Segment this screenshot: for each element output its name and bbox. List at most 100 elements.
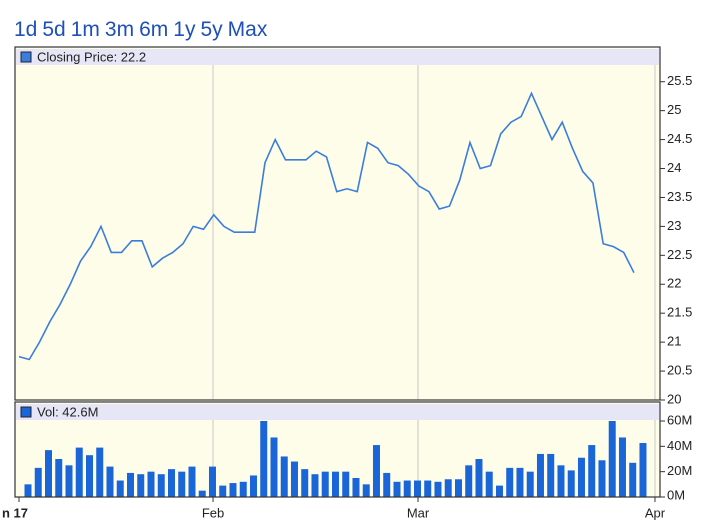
x-tick-label: Feb: [202, 505, 224, 520]
volume-bar: [270, 437, 278, 497]
volume-bar: [321, 471, 329, 497]
y-tick-label: 24: [667, 160, 681, 175]
y-tick-label: 21: [667, 334, 681, 349]
y-tick-label: 24.5: [667, 131, 692, 146]
volume-bar: [24, 484, 32, 497]
volume-bar: [536, 453, 544, 497]
legend-label: Closing Price: 22.2: [37, 49, 146, 64]
volume-bar: [198, 490, 206, 497]
volume-bar: [137, 474, 145, 497]
legend-band: [16, 49, 659, 65]
volume-bar: [557, 465, 565, 497]
volume-bar: [526, 471, 534, 497]
panel-frame: [14, 401, 661, 498]
volume-bar: [208, 466, 216, 497]
volume-bar: [598, 460, 606, 497]
range-button[interactable]: 5d: [42, 18, 66, 41]
x-tick-label: Mar: [407, 505, 430, 520]
range-selector: 1d 5d 1m 3m 6m 1y 5y Max: [14, 18, 272, 42]
volume-bar: [424, 480, 432, 497]
y-tick-label: 22: [667, 276, 681, 291]
volume-bar: [55, 459, 63, 497]
volume-bar: [331, 471, 339, 497]
range-button[interactable]: 1d: [14, 18, 38, 41]
range-button[interactable]: 1m: [70, 18, 100, 41]
volume-bar: [413, 480, 421, 497]
y-tick-label: 40M: [667, 438, 692, 453]
legend-swatch: [20, 406, 32, 418]
volume-bar: [403, 480, 411, 497]
y-tick-label: 0M: [667, 487, 685, 502]
volume-bar: [495, 485, 503, 497]
volume-bar: [167, 469, 175, 497]
volume-bar: [96, 447, 104, 497]
volume-bar: [301, 469, 309, 497]
volume-bar: [393, 481, 401, 497]
volume-bar: [342, 471, 350, 497]
y-tick-label: 21.5: [667, 305, 692, 320]
volume-bar: [618, 437, 626, 497]
volume-bar: [577, 457, 585, 497]
volume-bar: [188, 466, 196, 497]
volume-bar: [372, 445, 380, 497]
x-tick-label: n 17: [2, 505, 28, 520]
x-tick-label: Apr: [645, 505, 666, 520]
volume-bar: [639, 443, 647, 497]
volume-bar: [444, 479, 452, 497]
price-line: [18, 91, 635, 361]
volume-bar: [147, 471, 155, 497]
legend-label: Vol: 42.6M: [37, 404, 98, 419]
volume-bar: [85, 455, 93, 497]
volume-bar: [485, 471, 493, 497]
volume-bar: [157, 474, 165, 497]
volume-bar: [44, 450, 52, 497]
volume-bar: [362, 484, 370, 497]
volume-bar: [475, 459, 483, 497]
y-tick-label: 25: [667, 102, 681, 117]
y-tick-label: 22.5: [667, 247, 692, 262]
range-button[interactable]: 6m: [139, 18, 169, 41]
range-button[interactable]: 1y: [173, 18, 196, 41]
plot-background: [15, 47, 660, 400]
volume-bar: [608, 421, 616, 497]
volume-bar: [75, 447, 83, 497]
y-tick-label: 25.5: [667, 73, 692, 88]
volume-bar: [116, 480, 124, 497]
volume-bar: [629, 462, 637, 497]
volume-bar: [311, 474, 319, 497]
volume-bar: [290, 461, 298, 497]
volume-bar: [106, 466, 114, 497]
volume-bar: [567, 470, 575, 497]
volume-bar: [516, 467, 524, 497]
range-button[interactable]: 3m: [104, 18, 135, 41]
range-button[interactable]: Max: [227, 18, 268, 41]
y-tick-label: 60M: [667, 412, 692, 427]
y-tick-label: 23: [667, 218, 681, 233]
volume-bar: [229, 483, 237, 497]
volume-bar: [34, 467, 42, 497]
volume-bar: [352, 478, 360, 497]
legend-band: [16, 404, 659, 420]
volume-bar: [178, 471, 186, 497]
volume-bar: [126, 472, 134, 497]
y-tick-label: 20.5: [667, 363, 692, 378]
volume-bar: [239, 481, 247, 497]
volume-bar: [434, 481, 442, 497]
volume-bar: [65, 465, 73, 497]
volume-bar: [547, 453, 555, 497]
panel-frame: [14, 46, 661, 401]
volume-bar: [219, 485, 227, 497]
volume-bar: [383, 472, 391, 497]
volume-bar: [454, 479, 462, 497]
volume-bar: [260, 421, 268, 497]
volume-bar: [588, 445, 596, 497]
range-button[interactable]: 5y: [200, 18, 223, 41]
y-tick-label: 20M: [667, 463, 692, 478]
y-tick-label: 20: [667, 391, 681, 406]
volume-bar: [465, 465, 473, 497]
volume-bar: [249, 475, 257, 497]
y-tick-label: 23.5: [667, 189, 692, 204]
legend-swatch: [20, 51, 32, 63]
